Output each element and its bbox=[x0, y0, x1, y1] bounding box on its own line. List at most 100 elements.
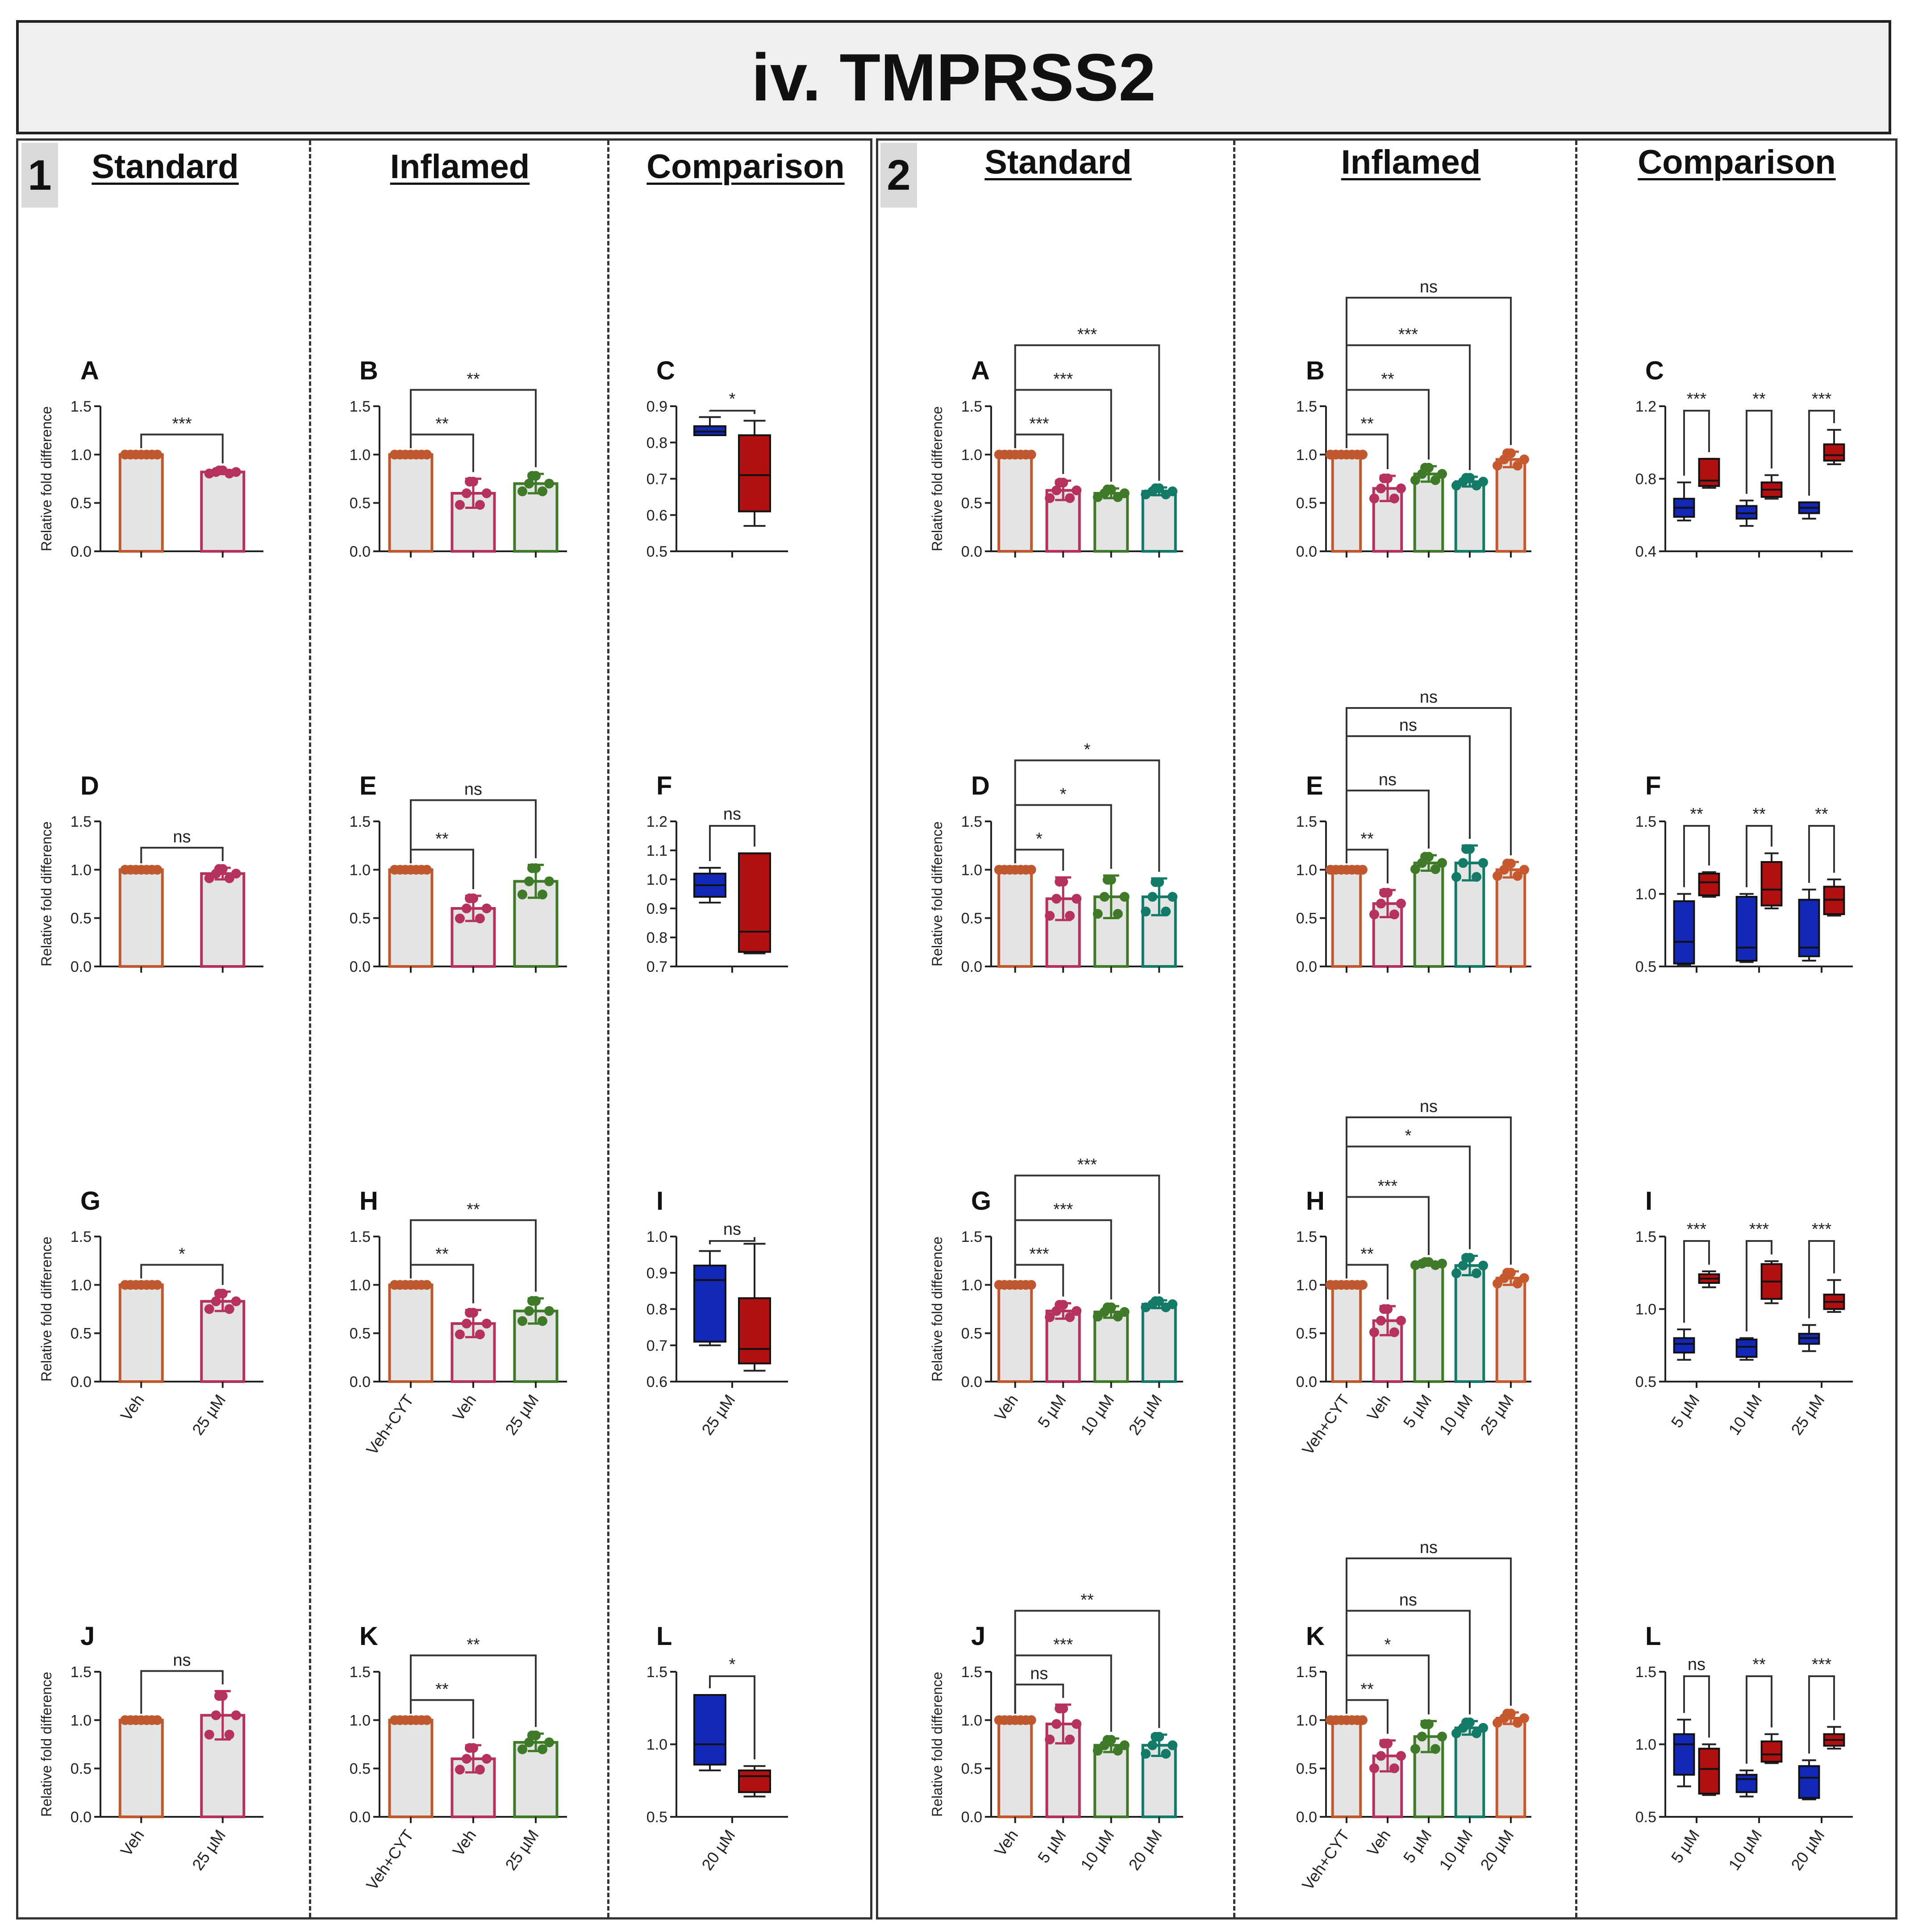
sig-bracket-2E-3 bbox=[1346, 707, 1512, 863]
y-axis-title-2D: Relative fold difference bbox=[929, 821, 945, 966]
y-tick-label-1B-1: 0.5 bbox=[350, 495, 371, 512]
sig-bracket-1F-0 bbox=[709, 825, 755, 861]
section-2-badge: 2 bbox=[880, 143, 917, 208]
y-tick-label-1E-0: 0.0 bbox=[350, 958, 371, 975]
data-point-2D-1-1 bbox=[1051, 894, 1062, 904]
sig-label-2I-2: *** bbox=[1812, 1220, 1832, 1239]
y-tick-label-1A-0: 0.0 bbox=[71, 543, 92, 560]
bar-1J-0 bbox=[118, 1719, 164, 1818]
data-point-2A-0-6 bbox=[1026, 450, 1036, 460]
y-tick-label-2L-0: 0.5 bbox=[1635, 1809, 1656, 1826]
y-tick-label-1A-1: 0.5 bbox=[71, 495, 92, 512]
data-point-1H-1-3 bbox=[475, 1329, 485, 1340]
data-point-2H-1-1 bbox=[1376, 1316, 1386, 1326]
data-point-2E-4-0 bbox=[1493, 871, 1502, 881]
x-tick-label-1K-0: Veh+CYT bbox=[363, 1826, 417, 1894]
sig-label-2B-0: ** bbox=[1360, 414, 1374, 433]
x-tick-label-2J-3: 20 µM bbox=[1125, 1826, 1165, 1874]
y-tick-label-1G-0: 0.0 bbox=[71, 1374, 92, 1391]
bar-2G-0 bbox=[997, 1283, 1033, 1383]
data-point-2J-1-5 bbox=[1055, 1703, 1065, 1714]
data-point-1J-1-0 bbox=[204, 1729, 214, 1740]
sig-bracket-1H-1 bbox=[410, 1219, 537, 1292]
bar-2K-0 bbox=[1331, 1719, 1362, 1818]
data-point-2H-4-5 bbox=[1502, 1268, 1512, 1278]
data-point-2E-3-3 bbox=[1472, 872, 1481, 882]
panel-letter-2C: C bbox=[1645, 356, 1664, 385]
y-axis-title-1J: Relative fold difference bbox=[38, 1672, 54, 1817]
y-tick-label-1I-1: 0.7 bbox=[646, 1337, 667, 1354]
data-point-1B-0-6 bbox=[422, 450, 432, 460]
panel-letter-1F: F bbox=[656, 771, 672, 800]
data-point-1A-0-6 bbox=[152, 450, 163, 460]
s1-header-standard: Standard bbox=[92, 148, 239, 186]
data-point-2A-1-1 bbox=[1051, 485, 1062, 495]
x-tick-label-2K-3: 10 µM bbox=[1435, 1826, 1476, 1874]
box-1I-0 bbox=[693, 1265, 726, 1343]
data-point-2B-4-4 bbox=[1519, 454, 1529, 465]
data-point-2E-4-5 bbox=[1502, 858, 1512, 869]
data-point-2E-2-5 bbox=[1420, 852, 1430, 862]
data-point-2H-2-4 bbox=[1437, 1258, 1447, 1269]
s2-divider-2 bbox=[1575, 141, 1577, 1917]
figure-title: iv. TMPRSS2 bbox=[751, 39, 1156, 115]
bar-2B-3 bbox=[1454, 480, 1485, 553]
y-tick-label-1C-0: 0.5 bbox=[646, 543, 667, 560]
sig-label-2F-1: ** bbox=[1752, 805, 1766, 824]
sig-label-2D-0: * bbox=[1036, 829, 1042, 848]
section-1-badge: 1 bbox=[21, 143, 58, 208]
sig-label-1J-0: ns bbox=[173, 1651, 191, 1670]
data-point-2G-2-5 bbox=[1102, 1302, 1113, 1312]
box-1C-1 bbox=[738, 434, 771, 512]
data-point-2E-1-0 bbox=[1369, 909, 1379, 920]
y-tick-label-1B-3: 1.5 bbox=[350, 398, 371, 415]
data-point-1A-1-4 bbox=[231, 467, 241, 477]
data-point-2A-3-4 bbox=[1168, 486, 1178, 496]
y-tick-label-1E-2: 1.0 bbox=[350, 862, 371, 879]
data-point-1D-1-4 bbox=[231, 869, 241, 879]
x-tick-label-2L-1: 10 µM bbox=[1725, 1826, 1765, 1874]
y-tick-label-2C-2: 1.2 bbox=[1635, 398, 1656, 415]
sig-label-2H-3: ns bbox=[1420, 1097, 1438, 1116]
y-tick-label-2B-3: 1.5 bbox=[1296, 398, 1317, 415]
x-tick-label-2I-1: 10 µM bbox=[1725, 1391, 1765, 1438]
data-point-2A-1-3 bbox=[1065, 493, 1075, 503]
sig-bracket-2G-2 bbox=[1014, 1174, 1160, 1294]
data-point-2B-1-0 bbox=[1369, 493, 1379, 504]
y-tick-label-1G-1: 0.5 bbox=[71, 1325, 92, 1342]
sig-label-2G-0: *** bbox=[1029, 1245, 1049, 1263]
bar-1A-1 bbox=[200, 471, 246, 553]
data-point-1A-1-5 bbox=[214, 465, 224, 475]
data-point-1K-2-0 bbox=[517, 1744, 527, 1754]
data-point-1J-1-3 bbox=[224, 1729, 234, 1740]
s1-divider-2 bbox=[607, 141, 609, 1917]
data-point-2A-2-5 bbox=[1102, 484, 1113, 495]
data-point-1H-2-3 bbox=[538, 1316, 547, 1326]
data-point-2K-1-0 bbox=[1369, 1763, 1379, 1774]
panel-letter-1J: J bbox=[80, 1622, 95, 1651]
data-point-2E-3-5 bbox=[1461, 844, 1471, 854]
bar-2J-0 bbox=[997, 1719, 1033, 1818]
y-tick-label-1B-0: 0.0 bbox=[350, 543, 371, 560]
y-axis-title-2J: Relative fold difference bbox=[929, 1672, 945, 1817]
y-tick-label-1I-0: 0.6 bbox=[646, 1374, 667, 1391]
data-point-2B-1-4 bbox=[1396, 483, 1406, 494]
y-tick-label-1K-0: 0.0 bbox=[350, 1809, 371, 1826]
data-point-2B-1-5 bbox=[1379, 473, 1389, 483]
sig-label-1K-1: ** bbox=[467, 1635, 480, 1654]
data-point-2K-3-4 bbox=[1478, 1723, 1488, 1733]
data-point-2B-0-6 bbox=[1358, 450, 1368, 460]
data-point-2B-2-3 bbox=[1430, 475, 1440, 485]
x-tick-label-2G-1: 5 µM bbox=[1034, 1391, 1070, 1431]
data-point-2A-1-0 bbox=[1045, 493, 1055, 503]
y-tick-label-1C-4: 0.9 bbox=[646, 398, 667, 415]
y-tick-label-2H-1: 0.5 bbox=[1296, 1325, 1317, 1342]
sig-label-2G-2: *** bbox=[1077, 1155, 1097, 1174]
data-point-2D-2-4 bbox=[1119, 892, 1130, 902]
data-point-2E-3-0 bbox=[1451, 872, 1461, 882]
data-point-1K-0-6 bbox=[422, 1715, 432, 1725]
y-tick-label-1B-2: 1.0 bbox=[350, 446, 371, 463]
data-point-2A-2-4 bbox=[1119, 488, 1130, 498]
bar-1K-2 bbox=[513, 1741, 559, 1819]
box-1F-1 bbox=[738, 852, 771, 953]
